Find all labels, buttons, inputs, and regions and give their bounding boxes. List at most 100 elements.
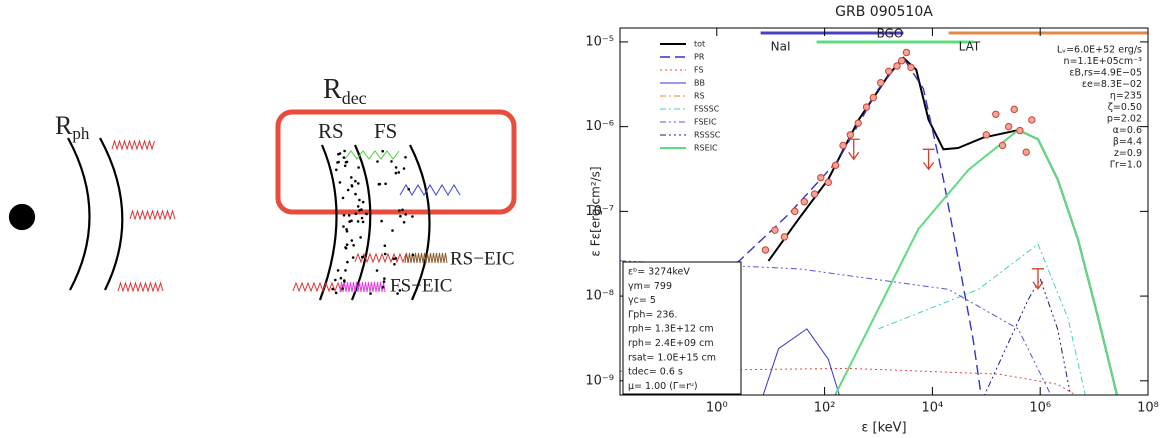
particle (356, 220, 360, 223)
particle (336, 269, 340, 272)
particle (342, 156, 346, 159)
band-label: BGO (877, 27, 904, 41)
legend-label: BB (694, 79, 705, 88)
rs-label: RS (318, 119, 344, 143)
particle (411, 253, 415, 257)
particle (334, 291, 338, 295)
particle (383, 252, 387, 256)
inset-line: Γph= 236. (628, 309, 677, 320)
data-point (902, 48, 911, 57)
rdec-main: R (323, 74, 342, 105)
parameter: η=235 (1110, 91, 1142, 102)
data-point (898, 57, 906, 65)
series-line (983, 277, 1072, 395)
particle (343, 164, 347, 168)
particle (345, 228, 348, 231)
central-engine (8, 203, 36, 231)
particle (399, 214, 402, 218)
particle (342, 214, 346, 217)
particle (369, 292, 372, 295)
inset-line: μ= 1.00 (Γ=rᵘ) (628, 381, 698, 392)
particle (346, 188, 350, 192)
data-point (824, 178, 832, 187)
particle (354, 192, 357, 196)
series-line (762, 328, 840, 395)
particle (360, 216, 364, 220)
rdec-label: Rdec (323, 74, 367, 108)
particle (345, 230, 349, 233)
data-point (800, 198, 808, 206)
particle (351, 256, 355, 259)
particle (382, 280, 386, 283)
particle (350, 176, 353, 179)
particle (375, 269, 379, 272)
data-point (831, 161, 840, 169)
parameter: α=0.6 (1113, 125, 1142, 136)
data-point (854, 119, 862, 127)
y-tick-label: 10⁻⁸ (585, 289, 614, 304)
upper-limit (922, 148, 935, 171)
photon-wave (404, 252, 448, 264)
photon-wave (111, 139, 155, 151)
upper-limit (1031, 268, 1044, 290)
particle (394, 171, 398, 175)
particle (390, 160, 393, 163)
particle (345, 243, 349, 246)
particle (364, 212, 368, 216)
photon-wave (344, 150, 400, 160)
particle (339, 276, 343, 280)
parameter: n=1.1E+05cm⁻³ (1064, 56, 1143, 67)
legend-label: RSEIC (694, 144, 718, 153)
data-point (1010, 105, 1018, 114)
inset-line: γc= 5 (628, 295, 656, 306)
particle (331, 287, 335, 291)
x-tick-label: 10⁶ (1029, 401, 1051, 416)
legend-label: PR (694, 53, 705, 62)
particle (394, 257, 398, 260)
parameter: p=2.02 (1107, 114, 1142, 125)
parameter: εe=8.3E−02 (1082, 79, 1142, 90)
particle (383, 244, 387, 247)
parameter: Lᵥ=6.0E+52 erg/s (1057, 45, 1142, 56)
particle (411, 215, 414, 218)
x-tick-label: 10² (814, 401, 836, 416)
legend-label: FS (694, 66, 704, 75)
particle (343, 149, 346, 153)
particle (398, 289, 402, 292)
particle (335, 168, 338, 172)
particle (396, 292, 399, 295)
inset-box (622, 261, 742, 395)
rph-main: R (55, 111, 73, 140)
inset-line: γm= 799 (628, 281, 672, 292)
band-label: NaI (771, 40, 791, 54)
parameter: εB,rs=4.9E−05 (1069, 68, 1142, 79)
highlight-box (275, 109, 517, 215)
y-tick-label: 10⁻⁹ (585, 373, 614, 388)
photon-wave (339, 281, 386, 293)
particle (350, 219, 353, 223)
rdec-sub: dec (342, 88, 367, 108)
x-tick-label: 10⁴ (922, 401, 944, 416)
particle (344, 269, 347, 272)
particle (361, 220, 365, 224)
data-point (992, 110, 1000, 118)
data-point (846, 131, 855, 139)
particle (404, 156, 407, 159)
particle (336, 161, 339, 164)
data-point (998, 141, 1007, 150)
particle (394, 166, 398, 169)
particle (401, 208, 404, 212)
rs-eic-label: RS−EIC (450, 248, 515, 269)
data-point (885, 67, 893, 76)
rph-sub: ph (72, 124, 90, 143)
particle (358, 198, 361, 202)
photon-wave (292, 281, 345, 293)
parameter: β=4.4 (1113, 137, 1142, 148)
particle (341, 196, 345, 200)
plot: GRB 090510A ε [keV] ε Fε[erg/cm²/s] NaI BGO L… (585, 4, 1159, 436)
particle (361, 200, 365, 204)
shell-arc (350, 144, 372, 301)
data-point (877, 79, 885, 87)
particle (376, 160, 379, 163)
particle (358, 209, 361, 212)
